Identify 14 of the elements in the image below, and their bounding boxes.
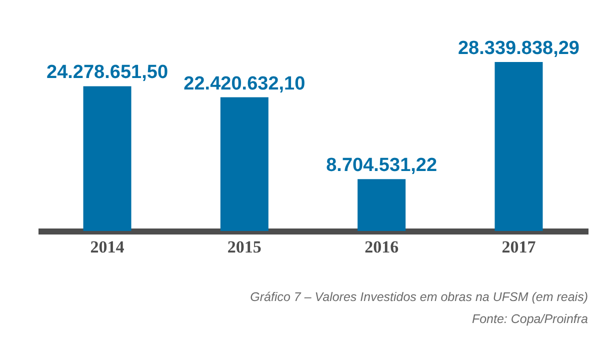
x-tick-label: 2014 xyxy=(90,238,125,256)
data-label: 22.420.632,10 xyxy=(184,73,306,94)
x-tick-label: 2016 xyxy=(364,238,399,256)
data-label: 28.339.838,29 xyxy=(458,38,580,59)
bar xyxy=(358,179,406,231)
data-label: 24.278.651,50 xyxy=(46,62,168,84)
bar xyxy=(83,86,132,231)
source-note: Fonte: Copa/Proinfra xyxy=(472,312,588,326)
data-label: 8.704.531,22 xyxy=(326,155,438,176)
bar xyxy=(494,62,543,231)
text: Gráfico 7 – Valores Investidos em obras na UFSM (em reais) xyxy=(250,290,588,304)
bar xyxy=(220,97,268,231)
x-tick-label: 2017 xyxy=(502,238,536,256)
x-tick-label: 2015 xyxy=(227,238,262,256)
